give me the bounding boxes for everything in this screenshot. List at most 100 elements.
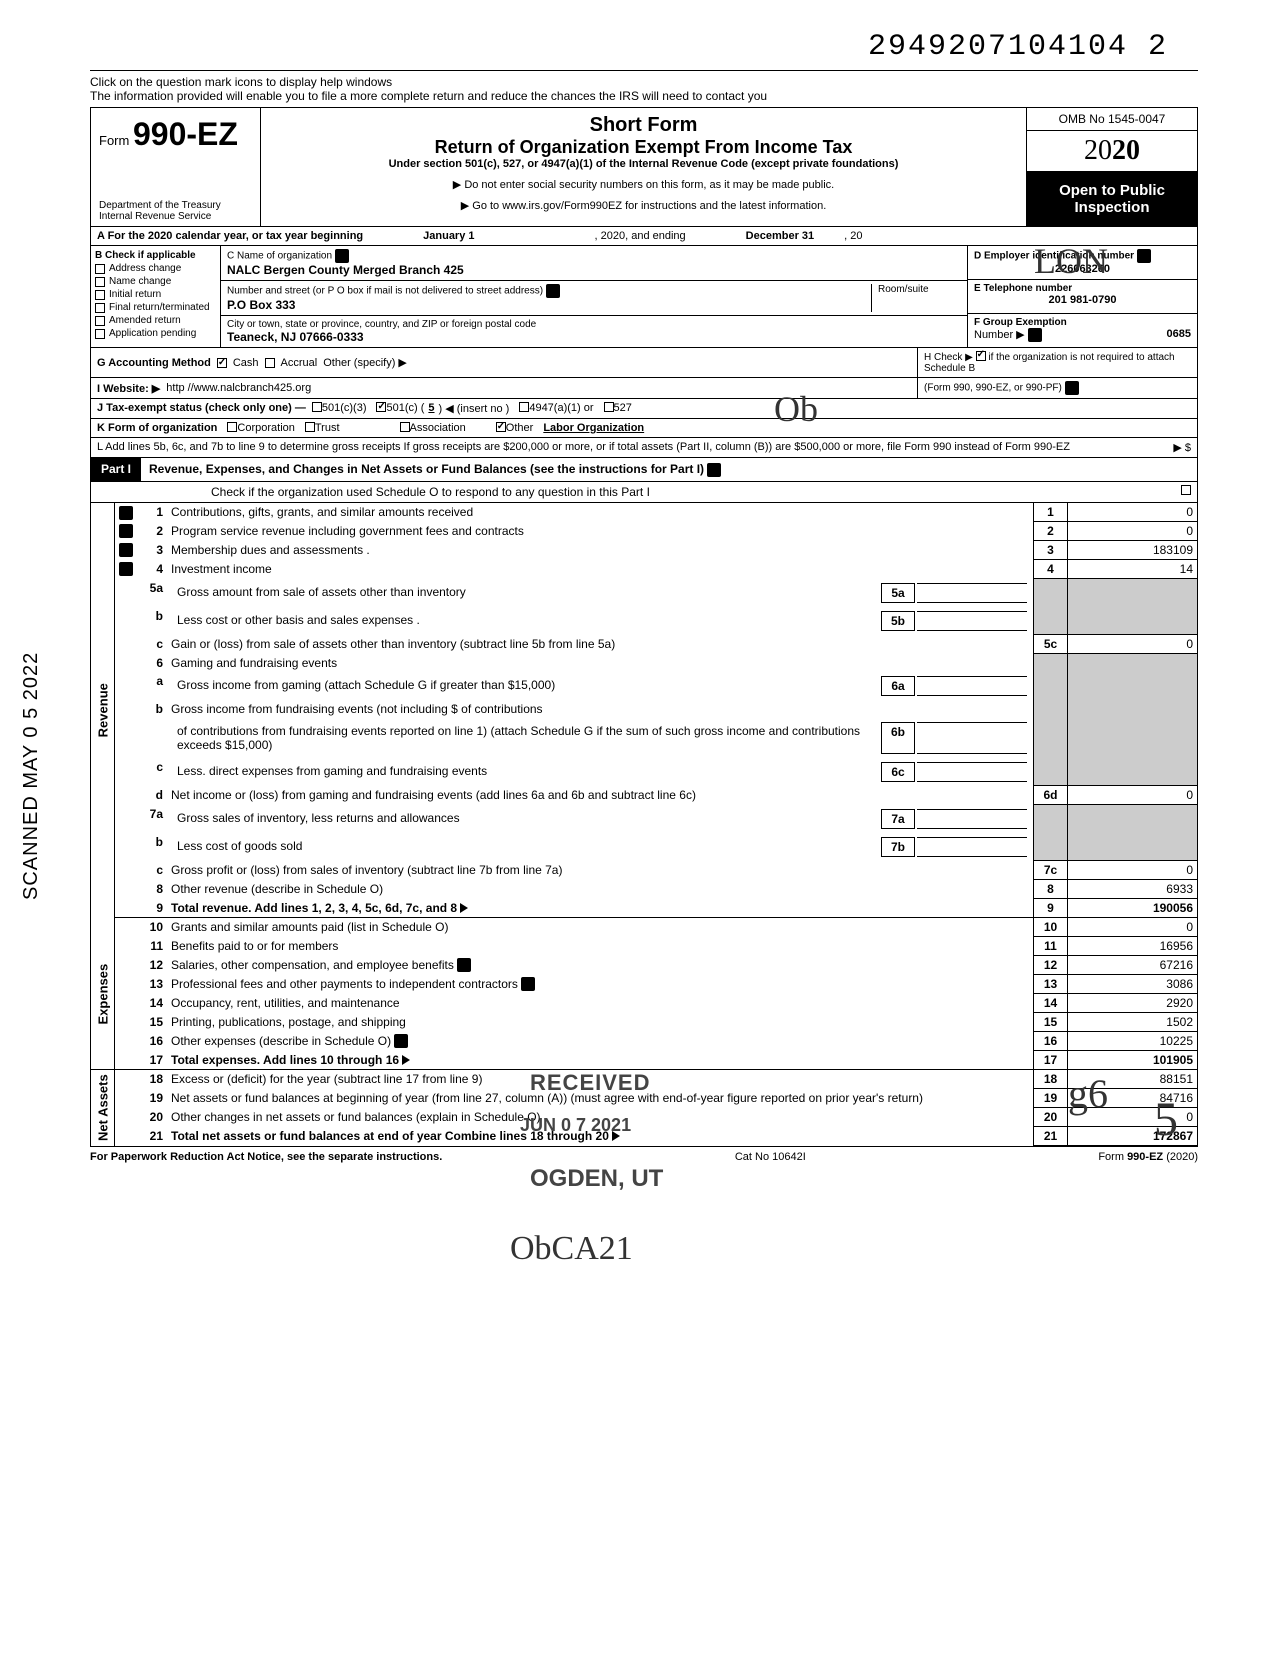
row-a-tax-period: A For the 2020 calendar year, or tax yea… xyxy=(90,227,1198,246)
help-icon[interactable] xyxy=(394,1034,408,1048)
line9-numcol: 9 xyxy=(1034,899,1068,918)
chk-initial-return[interactable] xyxy=(95,290,105,300)
row-j-tax-status: J Tax-exempt status (check only one) — 5… xyxy=(90,399,1198,419)
chk-association[interactable] xyxy=(400,422,410,432)
chk-501c3[interactable] xyxy=(312,402,322,412)
line17-numcol: 17 xyxy=(1034,1051,1068,1070)
lbl-cash: Cash xyxy=(233,357,259,369)
col-b-checkboxes: B Check if applicable Address change Nam… xyxy=(91,246,221,347)
lbl-final-return: Final return/terminated xyxy=(109,302,210,313)
hw-sig: ObCA21 xyxy=(510,1230,633,1268)
line12-numcol: 12 xyxy=(1034,956,1068,975)
help-icon[interactable] xyxy=(1028,328,1042,342)
hw-g6: g6 xyxy=(1068,1070,1108,1117)
chk-schedule-b[interactable] xyxy=(976,351,986,361)
chk-amended[interactable] xyxy=(95,316,105,326)
row-a-yr: , 20 xyxy=(844,230,862,242)
form-number: Form 990-EZ xyxy=(99,116,252,153)
addr-label: Number and street (or P O box if mail is… xyxy=(227,286,543,297)
g-label: G Accounting Method xyxy=(97,357,211,369)
line15-numcol: 15 xyxy=(1034,1013,1068,1032)
line13-numcol: 13 xyxy=(1034,975,1068,994)
chk-application-pending[interactable] xyxy=(95,329,105,339)
hw-five: 5 xyxy=(1154,1092,1178,1147)
help-icon[interactable] xyxy=(707,463,721,477)
line19-desc: Net assets or fund balances at beginning… xyxy=(167,1089,1034,1108)
help-text-section: Click on the question mark icons to disp… xyxy=(90,70,1198,107)
chk-final-return[interactable] xyxy=(95,303,105,313)
lbl-other-org: Other xyxy=(506,422,534,434)
lbl-501c: 501(c) ( xyxy=(386,402,424,415)
help-icon[interactable] xyxy=(457,958,471,972)
chk-schedule-o[interactable] xyxy=(1181,485,1191,495)
footer-right-prefix: Form xyxy=(1098,1151,1127,1163)
triangle-icon xyxy=(612,1131,620,1141)
schedule-o-check: Check if the organization used Schedule … xyxy=(90,482,1198,503)
row-k-form-org: K Form of organization Corporation Trust… xyxy=(90,419,1198,438)
lbl-association: Association xyxy=(410,422,466,434)
help-icon[interactable] xyxy=(119,562,133,576)
chk-corporation[interactable] xyxy=(227,422,237,432)
help-icon[interactable] xyxy=(119,506,133,520)
line6b-box: 6b xyxy=(881,722,915,754)
line3-numcol: 3 xyxy=(1034,541,1068,560)
dln-number: 2949207104104 2 xyxy=(868,30,1168,64)
k-label: K Form of organization xyxy=(97,422,217,434)
help-icon[interactable] xyxy=(521,977,535,991)
tax-year: 20202020 xyxy=(1027,131,1197,172)
side-netassets: Net Assets xyxy=(91,1070,115,1146)
help-icon[interactable] xyxy=(119,543,133,557)
lbl-initial-return: Initial return xyxy=(109,289,161,300)
line12-val: 67216 xyxy=(1068,956,1198,975)
line7c-numcol: 7c xyxy=(1034,861,1068,880)
phone-value: 201 981-0790 xyxy=(974,294,1191,306)
part1-label: Part I xyxy=(91,458,141,481)
omb-number: OMB No 1545-0047 xyxy=(1027,108,1197,131)
line5c-val: 0 xyxy=(1068,635,1198,654)
dept-treasury: Department of the Treasury Internal Reve… xyxy=(99,200,221,222)
row-i-website: I Website: ▶ http //www.nalcbranch425.or… xyxy=(90,378,1198,399)
triangle-icon xyxy=(402,1055,410,1065)
line21-desc: Total net assets or fund balances at end… xyxy=(171,1129,609,1143)
help-icon[interactable] xyxy=(546,284,560,298)
chk-accrual[interactable] xyxy=(265,358,275,368)
help-icon[interactable] xyxy=(1137,249,1151,263)
e-label: E Telephone number xyxy=(974,283,1191,294)
501c-number: 5 xyxy=(428,402,434,415)
org-name: NALC Bergen County Merged Branch 425 xyxy=(227,263,961,277)
line16-desc: Other expenses (describe in Schedule O) xyxy=(171,1034,391,1048)
help-icon[interactable] xyxy=(335,249,349,263)
line2-val: 0 xyxy=(1068,522,1198,541)
lbl-accrual: Accrual xyxy=(281,357,318,369)
lbl-insert: ) ◀ (insert no ) xyxy=(439,402,510,415)
line18-desc: Excess or (deficit) for the year (subtra… xyxy=(167,1070,1034,1089)
chk-other-org[interactable] xyxy=(496,422,506,432)
line4-desc: Investment income xyxy=(167,560,1034,579)
row-l: L Add lines 5b, 6c, and 7b to line 9 to … xyxy=(90,438,1198,458)
chk-501c[interactable] xyxy=(376,402,386,412)
row-a-mid: , 2020, and ending xyxy=(595,230,686,242)
help-icon[interactable] xyxy=(1065,381,1079,395)
help-line1: Click on the question mark icons to disp… xyxy=(90,75,1198,89)
chk-name-change[interactable] xyxy=(95,277,105,287)
line5b-box: 5b xyxy=(881,611,915,631)
scan-date-stamp: SCANNED MAY 0 5 2022 xyxy=(20,652,43,900)
open-public-badge: Open to Public Inspection xyxy=(1027,172,1197,226)
line8-numcol: 8 xyxy=(1034,880,1068,899)
line21-numcol: 21 xyxy=(1034,1127,1068,1146)
chk-cash[interactable] xyxy=(217,358,227,368)
line5b-desc: Less cost or other basis and sales expen… xyxy=(173,611,879,631)
goto-notice: ▶ Go to www.irs.gov/Form990EZ for instru… xyxy=(267,199,1020,212)
room-label: Room/suite xyxy=(878,284,961,295)
chk-address-change[interactable] xyxy=(95,264,105,274)
line17-val: 101905 xyxy=(1068,1051,1198,1070)
chk-trust[interactable] xyxy=(305,422,315,432)
help-icon[interactable] xyxy=(119,524,133,538)
chk-527[interactable] xyxy=(604,402,614,412)
line2-desc: Program service revenue including govern… xyxy=(167,522,1034,541)
i-label: I Website: ▶ xyxy=(97,382,160,395)
row-a-label: A For the 2020 calendar year, or tax yea… xyxy=(97,230,363,242)
chk-4947[interactable] xyxy=(519,402,529,412)
line12-desc: Salaries, other compensation, and employ… xyxy=(171,958,454,972)
line11-desc: Benefits paid to or for members xyxy=(167,937,1034,956)
